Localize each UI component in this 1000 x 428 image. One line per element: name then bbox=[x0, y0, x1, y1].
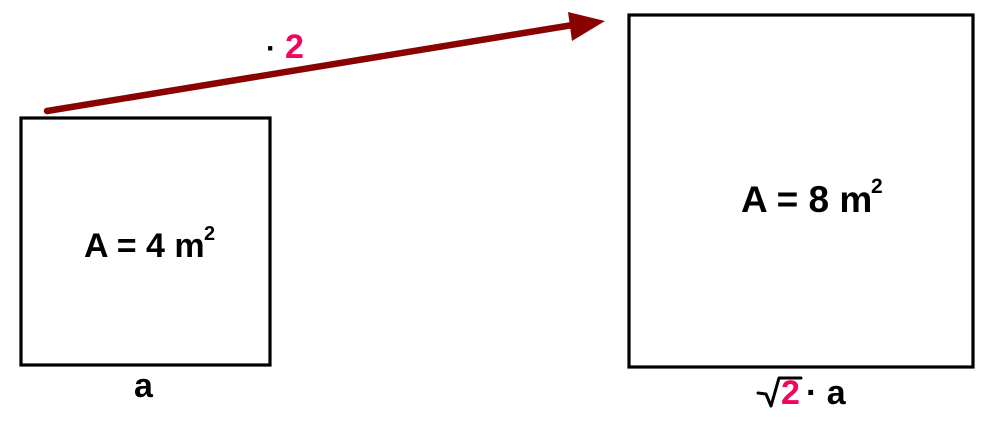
svg-text:2: 2 bbox=[285, 28, 304, 66]
svg-text:A = 4 m: A = 4 m bbox=[84, 227, 205, 265]
svg-text:2: 2 bbox=[781, 374, 800, 412]
svg-text:· a: · a bbox=[806, 374, 847, 412]
svg-text:A = 8 m: A = 8 m bbox=[741, 179, 872, 220]
svg-text:2: 2 bbox=[871, 175, 883, 198]
svg-text:a: a bbox=[134, 367, 154, 405]
svg-text:2: 2 bbox=[204, 223, 215, 245]
svg-text:·: · bbox=[266, 32, 276, 65]
